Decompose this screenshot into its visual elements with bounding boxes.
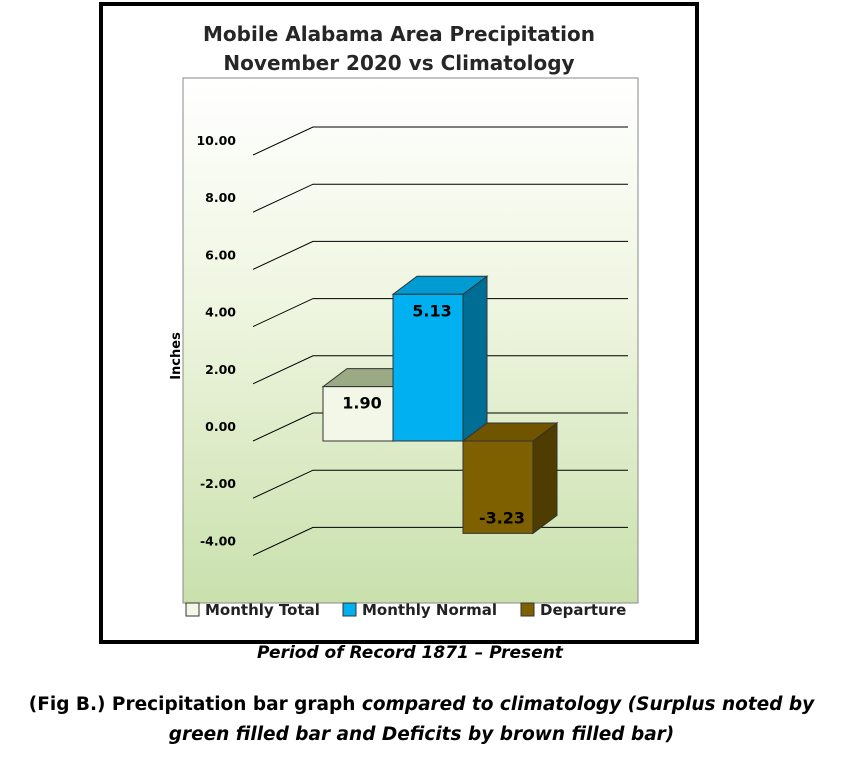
figure-caption: (Fig B.) Precipitation bar graph compare… [0,690,843,750]
chart-title-line1: Mobile Alabama Area Precipitation [203,22,595,46]
chart-title: Mobile Alabama Area Precipitation Novemb… [103,20,695,78]
y-tick-label: 10.00 [196,133,236,148]
chart-title-line2: November 2020 vs Climatology [223,51,575,75]
y-tick-label: -4.00 [200,533,236,548]
bar-side-face [462,275,488,442]
gridline [252,298,628,328]
y-axis-ticks: 10.00 8.00 6.00 4.00 2.00 0.00 -2.00 -4.00 [196,133,236,548]
figure-caption-line2: green filled bar and Deficits by brown f… [168,724,675,745]
legend: Monthly Total Monthly Normal Departure [185,601,626,619]
gridline [252,126,628,156]
legend-label: Monthly Total [205,601,320,619]
y-tick-label: -2.00 [200,476,236,491]
legend-swatch [342,602,357,617]
bar-side-face [532,422,558,535]
bars: 1.90 5.13 -3.23 [321,275,559,535]
gridline [252,412,628,442]
y-tick-label: 2.00 [205,362,236,377]
figure-caption-bold: (Fig B.) Precipitation bar graph [28,694,362,715]
legend-item: Monthly Total [185,601,320,619]
bar-front-face [462,440,534,534]
data-label: -3.23 [479,508,525,527]
bar-front-face [392,293,464,442]
y-axis-title: Inches [169,332,184,380]
gridline [252,240,628,270]
y-tick-label: 4.00 [205,305,236,320]
precipitation-chart: 10.00 8.00 6.00 4.00 2.00 0.00 -2.00 -4.00 Inch… [169,77,639,619]
legend-label: Monthly Normal [362,601,497,619]
figure-caption-line1: (Fig B.) Precipitation bar graph compare… [0,690,843,720]
legend-label: Departure [540,601,626,619]
figure-caption-italic: compared to climatology (Surplus noted b… [361,694,815,715]
gridline [252,355,628,385]
legend-item: Monthly Normal [342,601,497,619]
bar-departure: -3.23 [461,422,559,535]
data-label: 5.13 [412,301,451,320]
bar-monthly-normal: 5.13 [391,275,489,442]
period-caption: Period of Record 1871 – Present [257,643,563,663]
legend-swatch [185,602,200,617]
y-tick-label: 8.00 [205,190,236,205]
legend-item: Departure [520,601,626,619]
gridline [252,183,628,213]
legend-swatch [520,602,535,617]
y-tick-label: 0.00 [205,419,236,434]
data-label: 1.90 [342,394,381,413]
y-tick-label: 6.00 [205,247,236,262]
